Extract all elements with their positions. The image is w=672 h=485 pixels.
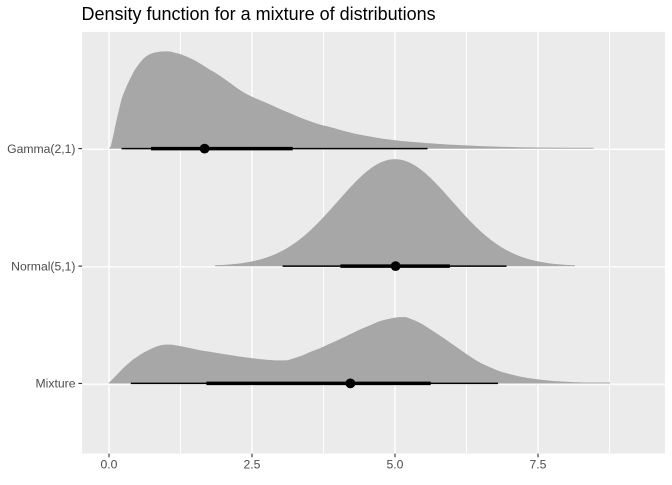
svg-text:5.0: 5.0 [387,457,404,471]
svg-text:7.5: 7.5 [530,457,547,471]
svg-text:Mixture: Mixture [36,377,76,391]
svg-text:Density function for a mixture: Density function for a mixture of distri… [82,4,436,24]
svg-text:0.0: 0.0 [101,457,118,471]
svg-text:Gamma(2,1): Gamma(2,1) [7,142,75,156]
svg-text:2.5: 2.5 [244,457,261,471]
svg-text:Normal(5,1): Normal(5,1) [11,259,75,273]
